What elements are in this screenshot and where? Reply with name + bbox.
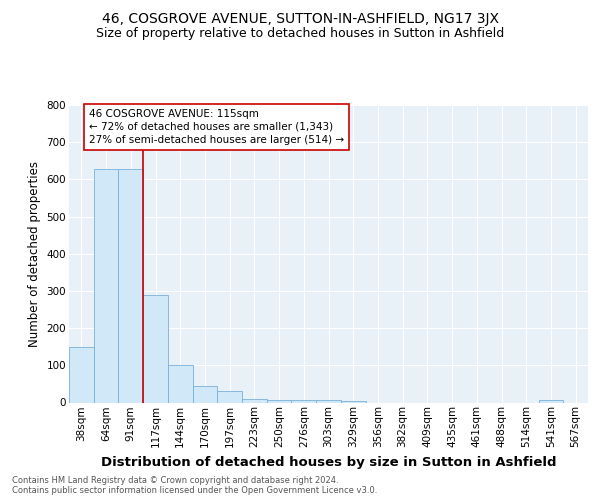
Bar [217,390,242,402]
Bar [193,386,217,402]
Bar [539,400,563,402]
Text: 46 COSGROVE AVENUE: 115sqm
← 72% of detached houses are smaller (1,343)
27% of s: 46 COSGROVE AVENUE: 115sqm ← 72% of deta… [89,108,344,145]
Text: Size of property relative to detached houses in Sutton in Ashfield: Size of property relative to detached ho… [96,28,504,40]
Text: Contains HM Land Registry data © Crown copyright and database right 2024.
Contai: Contains HM Land Registry data © Crown c… [12,476,377,495]
Bar [168,366,193,403]
Text: 46, COSGROVE AVENUE, SUTTON-IN-ASHFIELD, NG17 3JX: 46, COSGROVE AVENUE, SUTTON-IN-ASHFIELD,… [101,12,499,26]
Bar [143,294,168,403]
X-axis label: Distribution of detached houses by size in Sutton in Ashfield: Distribution of detached houses by size … [101,456,556,468]
Bar [94,169,118,402]
Bar [118,169,143,402]
Y-axis label: Number of detached properties: Number of detached properties [28,161,41,347]
Bar [341,400,365,402]
Bar [69,346,94,403]
Bar [292,400,316,402]
Bar [242,399,267,402]
Bar [267,400,292,402]
Bar [316,400,341,402]
